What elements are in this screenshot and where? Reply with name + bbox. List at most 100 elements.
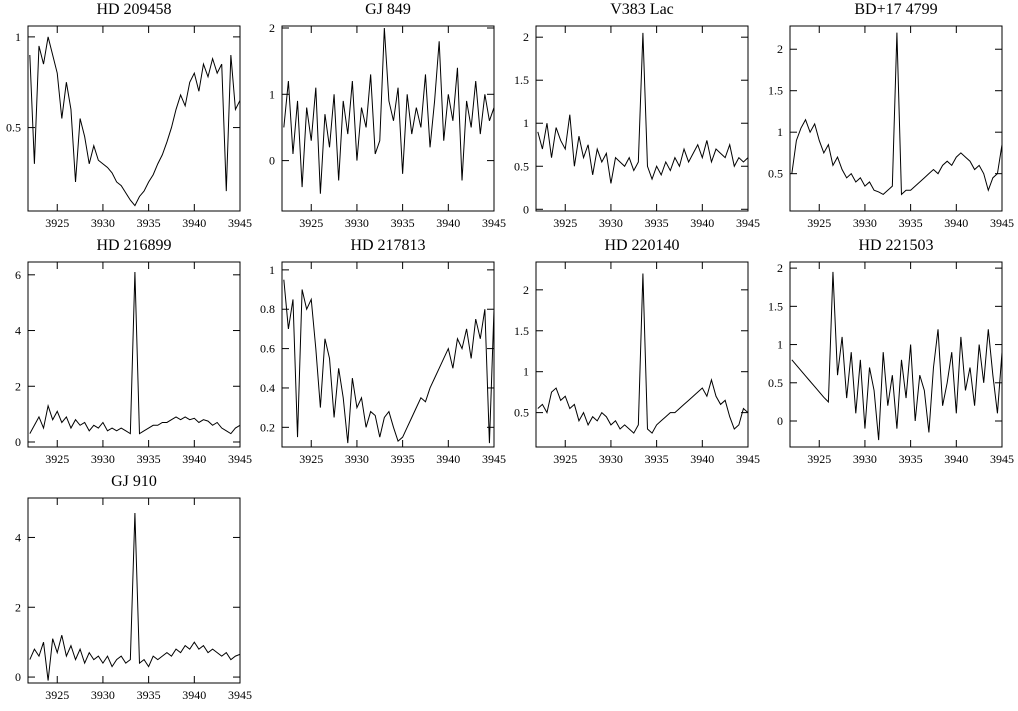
y-tick-label: 1 [15,30,21,44]
panel-title: HD 217813 [350,237,425,254]
x-tick-label: 3935 [137,216,161,230]
x-tick-label: 3945 [736,452,760,466]
panel-frame [535,25,749,212]
x-tick-label: 3935 [899,216,923,230]
x-tick-label: 3930 [599,452,623,466]
x-tick-label: 3945 [228,688,252,702]
x-tick-label: 3935 [137,452,161,466]
x-tick-label: 3940 [182,688,206,702]
y-tick-label: 1 [523,116,529,130]
y-tick-label: 1.5 [768,84,783,98]
y-tick-label: 0 [777,414,783,428]
y-tick-label: 0.5 [514,159,529,173]
spectrum-line [537,273,748,434]
y-tick-label: 0.5 [768,167,783,181]
x-tick-label: 3940 [690,452,714,466]
x-tick-label: 3925 [299,216,323,230]
x-tick-label: 3940 [182,216,206,230]
panel-frame [27,261,241,448]
panel-frame [27,25,241,212]
y-tick-label: 1 [269,87,275,101]
y-tick-label: 1 [269,263,275,277]
y-tick-label: 2 [777,42,783,56]
x-tick-label: 3945 [990,216,1014,230]
panel-title: GJ 910 [111,473,157,490]
y-tick-label: 0.5 [514,406,529,420]
y-tick-label: 4 [15,324,21,338]
y-tick-label: 1 [777,125,783,139]
x-tick-label: 3940 [944,216,968,230]
x-tick-label: 3925 [299,452,323,466]
y-tick-label: 6 [15,268,21,282]
spectrum-line [29,272,240,435]
panel-title: BD+17 4799 [854,1,937,18]
x-tick-label: 3940 [690,216,714,230]
x-tick-label: 3945 [482,216,506,230]
panel-title: HD 221503 [858,237,933,254]
panel-title: HD 209458 [96,1,171,18]
x-tick-label: 3940 [436,452,460,466]
y-tick-label: 0.2 [260,420,275,434]
x-tick-label: 3930 [91,452,115,466]
x-tick-label: 3945 [228,216,252,230]
spectrum-line [537,32,748,184]
x-tick-label: 3925 [45,452,69,466]
panel-title: GJ 849 [365,1,411,18]
y-tick-label: 0 [15,670,21,684]
x-tick-label: 3925 [45,688,69,702]
x-tick-label: 3925 [807,216,831,230]
x-tick-label: 3930 [853,216,877,230]
x-tick-label: 3930 [853,452,877,466]
y-tick-label: 2 [15,600,21,614]
y-tick-label: 0 [269,154,275,168]
x-tick-label: 3945 [990,452,1014,466]
y-tick-label: 0.5 [768,376,783,390]
panel-frame [789,261,1003,448]
x-tick-label: 3940 [944,452,968,466]
y-tick-label: 2 [777,261,783,275]
x-tick-label: 3930 [599,216,623,230]
x-tick-label: 3945 [482,452,506,466]
spectrum-line [283,27,494,194]
y-tick-label: 0 [523,202,529,216]
x-tick-label: 3930 [345,452,369,466]
x-tick-label: 3930 [91,688,115,702]
x-tick-label: 3945 [736,216,760,230]
x-tick-label: 3945 [228,452,252,466]
y-tick-label: 0.5 [6,121,21,135]
y-tick-label: 2 [15,379,21,393]
y-tick-label: 0.8 [260,302,275,316]
x-tick-label: 3935 [391,216,415,230]
x-tick-label: 3940 [182,452,206,466]
spectrum-line [791,32,1002,196]
x-tick-label: 3925 [45,216,69,230]
y-tick-label: 1 [777,338,783,352]
panel-title: V383 Lac [610,1,674,18]
y-tick-label: 1 [523,365,529,379]
x-tick-label: 3935 [645,216,669,230]
panel-title: HD 216899 [96,237,171,254]
x-tick-label: 3935 [137,688,161,702]
x-tick-label: 3925 [553,216,577,230]
y-tick-label: 2 [523,283,529,297]
panel-frame [281,25,495,212]
x-tick-label: 3935 [645,452,669,466]
panel-frame [281,261,495,448]
panel-frame [789,25,1003,212]
y-tick-label: 0.6 [260,342,275,356]
panel-title: HD 220140 [604,237,679,254]
x-tick-label: 3925 [553,452,577,466]
y-tick-label: 1.5 [514,73,529,87]
y-tick-label: 2 [269,21,275,35]
y-tick-label: 4 [15,530,21,544]
y-tick-label: 2 [523,30,529,44]
spectrum-line [791,271,1002,441]
x-tick-label: 3935 [899,452,923,466]
spectrum-line [283,279,494,444]
y-tick-label: 1.5 [768,299,783,313]
x-tick-label: 3930 [91,216,115,230]
spectrum-line [29,36,240,207]
x-tick-label: 3925 [807,452,831,466]
spectrum-line [29,512,240,681]
